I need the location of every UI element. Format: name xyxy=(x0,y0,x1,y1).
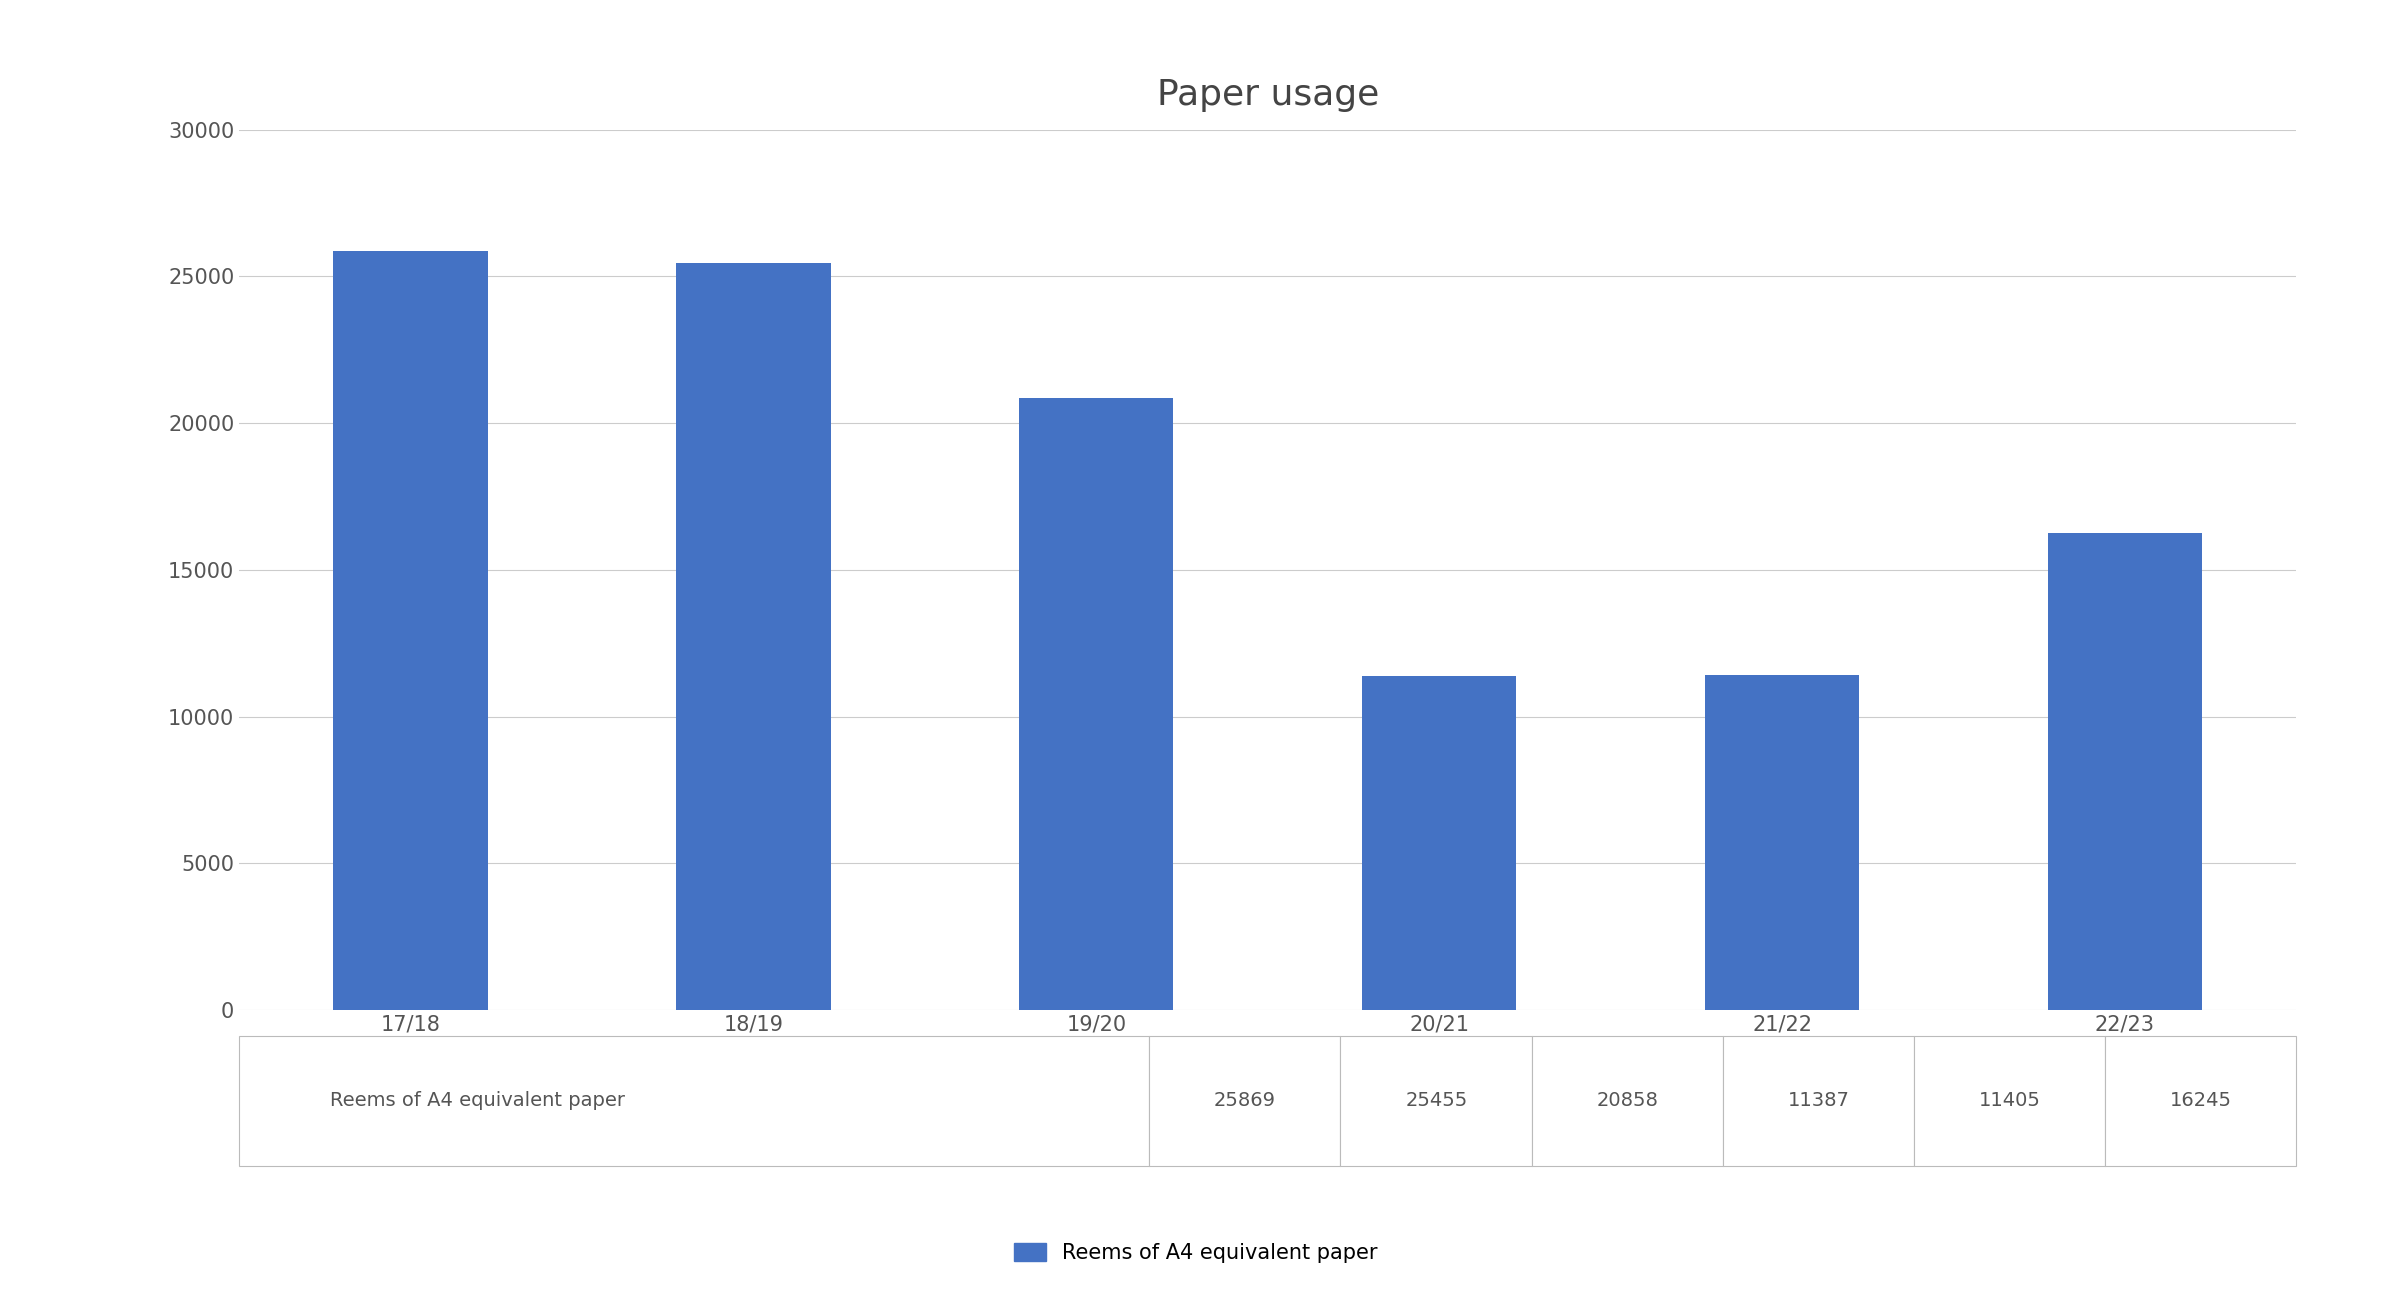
Title: Paper usage: Paper usage xyxy=(1158,78,1378,111)
Bar xyxy=(2048,534,2203,1010)
Legend: Reems of A4 equivalent paper: Reems of A4 equivalent paper xyxy=(1007,1234,1385,1272)
Bar xyxy=(1361,676,1517,1010)
Bar xyxy=(332,251,488,1010)
Bar xyxy=(677,263,830,1010)
Bar xyxy=(1705,675,1859,1010)
Bar xyxy=(1019,398,1174,1010)
